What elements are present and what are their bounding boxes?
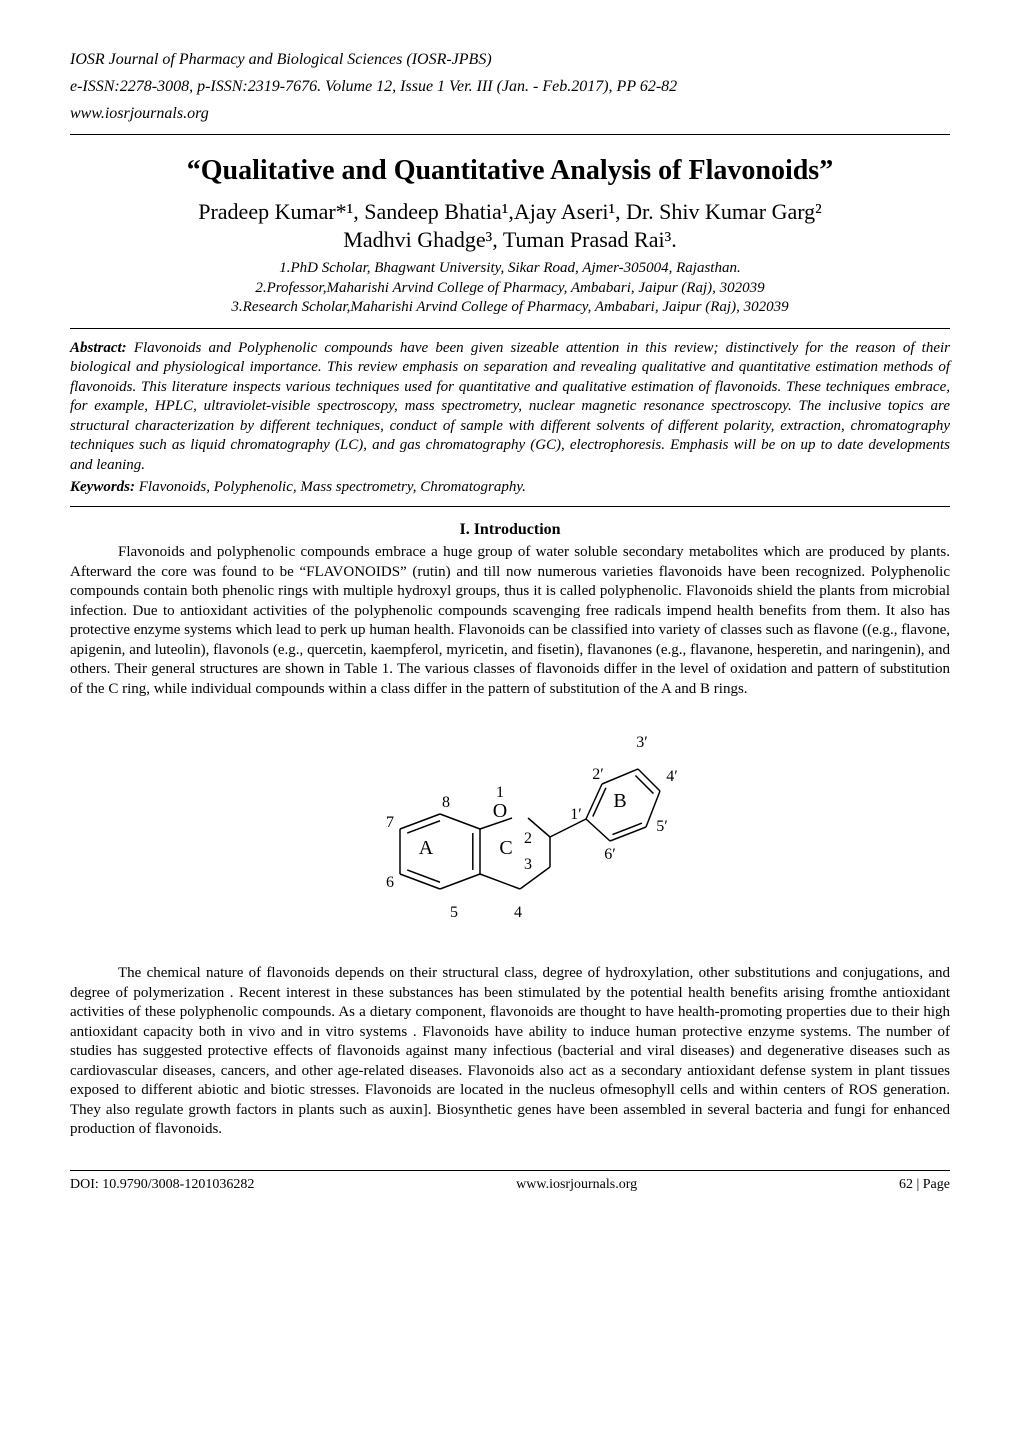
keywords-block: Keywords: Flavonoids, Polyphenolic, Mass… [70, 479, 950, 496]
svg-text:1′: 1′ [570, 806, 582, 823]
svg-text:A: A [419, 837, 434, 859]
footer-doi: DOI: 10.9790/3008-1201036282 [70, 1177, 254, 1193]
authors-line-2: Madhvi Ghadge³, Tuman Prasad Rai³. [70, 227, 950, 253]
affiliation-1: 1.PhD Scholar, Bhagwant University, Sika… [70, 259, 950, 279]
abstract-label: Abstract: [70, 340, 127, 356]
svg-text:3′: 3′ [636, 734, 648, 751]
footer-site: www.iosrjournals.org [516, 1177, 637, 1193]
abstract-block: Abstract: Flavonoids and Polyphenolic co… [70, 339, 950, 476]
chemical-structure-svg: O A C B 7 8 6 5 1 2 3 4 1′ 2′ 3′ 4′ 5′ 6′ [330, 719, 690, 939]
abstract-text: Flavonoids and Polyphenolic compounds ha… [70, 340, 950, 473]
svg-text:5: 5 [450, 904, 458, 921]
svg-text:4: 4 [514, 904, 522, 921]
page-footer: DOI: 10.9790/3008-1201036282 www.iosrjou… [70, 1171, 950, 1193]
abstract-divider [70, 506, 950, 507]
journal-name: IOSR Journal of Pharmacy and Biological … [70, 50, 950, 71]
svg-text:2: 2 [524, 830, 532, 847]
svg-text:6′: 6′ [604, 846, 616, 863]
paper-title: “Qualitative and Quantitative Analysis o… [70, 155, 950, 187]
keywords-text: Flavonoids, Polyphenolic, Mass spectrome… [135, 479, 526, 495]
svg-text:4′: 4′ [666, 768, 678, 785]
footer-page: 62 | Page [899, 1177, 950, 1193]
journal-issn: e-ISSN:2278-3008, p-ISSN:2319-7676. Volu… [70, 77, 950, 98]
svg-text:8: 8 [442, 794, 450, 811]
flavonoid-structure-figure: O A C B 7 8 6 5 1 2 3 4 1′ 2′ 3′ 4′ 5′ 6′ [70, 719, 950, 944]
svg-text:7: 7 [386, 814, 394, 831]
svg-text:1: 1 [496, 784, 504, 801]
svg-text:B: B [613, 790, 626, 812]
journal-website: www.iosrjournals.org [70, 104, 950, 125]
svg-text:C: C [499, 837, 512, 859]
header-divider [70, 134, 950, 135]
keywords-label: Keywords: [70, 479, 135, 495]
intro-paragraph-2: The chemical nature of flavonoids depend… [70, 964, 950, 1140]
svg-text:3: 3 [524, 856, 532, 873]
intro-paragraph-1: Flavonoids and polyphenolic compounds em… [70, 543, 950, 699]
affiliation-2: 2.Professor,Maharishi Arvind College of … [70, 279, 950, 299]
affiliations-divider [70, 328, 950, 329]
authors-line-1: Pradeep Kumar*¹, Sandeep Bhatia¹,Ajay As… [70, 199, 950, 225]
svg-text:2′: 2′ [592, 766, 604, 783]
section-1-heading: I. Introduction [70, 521, 950, 539]
svg-text:O: O [493, 800, 507, 822]
svg-text:5′: 5′ [656, 818, 668, 835]
svg-text:6: 6 [386, 874, 394, 891]
affiliation-3: 3.Research Scholar,Maharishi Arvind Coll… [70, 298, 950, 318]
